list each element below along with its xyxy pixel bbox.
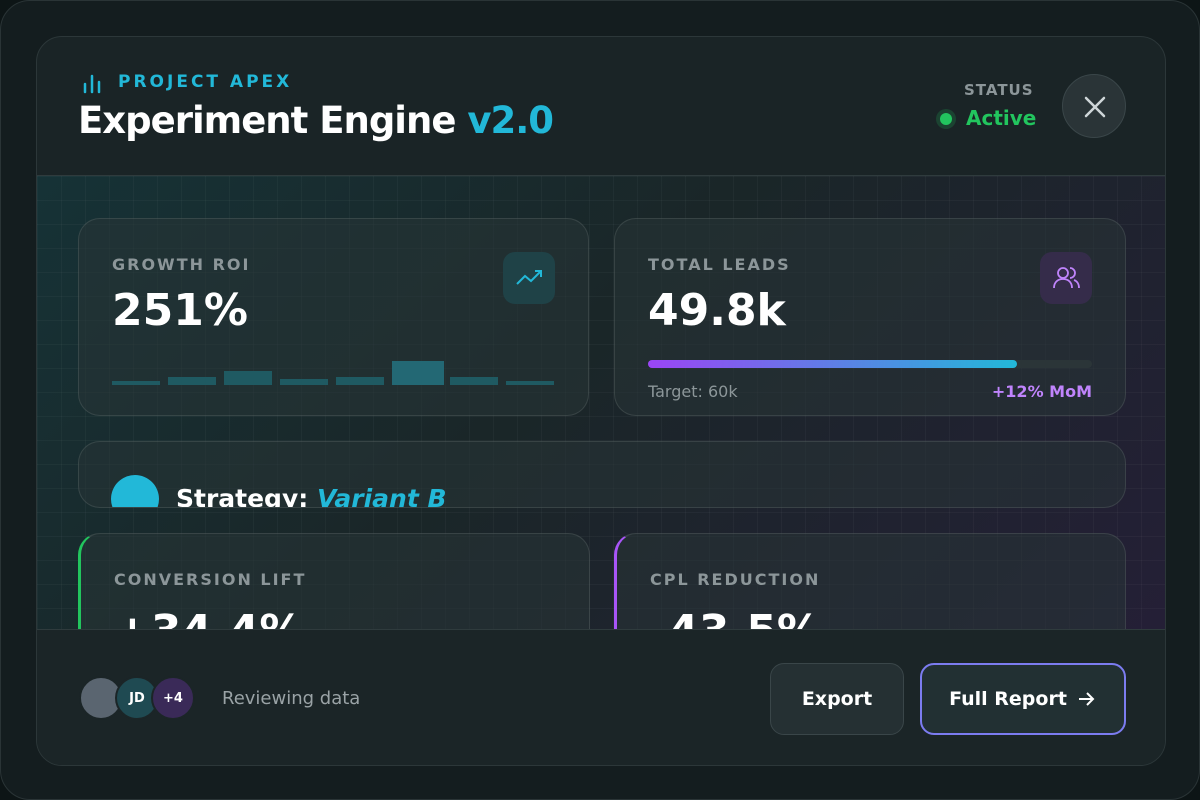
metric-label: TOTAL LEADS: [648, 255, 791, 274]
progress-fill: [648, 360, 1017, 368]
close-icon: [1084, 96, 1106, 118]
result-value: +34.4%: [114, 606, 304, 629]
title-text: Experiment Engine: [78, 99, 456, 142]
content: GROWTH ROI 251% TOTAL LEADS 49.8k Target…: [37, 175, 1165, 629]
export-button[interactable]: Export: [770, 663, 904, 735]
roi-card: GROWTH ROI 251%: [78, 218, 589, 416]
avatar: +4: [151, 676, 195, 720]
cpl-card: CPL REDUCTION -43.5%: [614, 533, 1126, 629]
target: Target: 60k: [648, 382, 738, 401]
metric-value: 251%: [112, 285, 248, 336]
sparkline: [112, 361, 554, 385]
button-text: Full Report: [949, 688, 1067, 710]
footer-status: Reviewing data: [222, 688, 361, 709]
strategy-card: Strategy: Variant B: [78, 441, 1126, 508]
full-report-button[interactable]: Full Report: [920, 663, 1126, 735]
strategy: Strategy: Variant B: [176, 484, 447, 508]
title: Experiment Engine v2.0: [78, 99, 554, 142]
footer: JD +4 Reviewing data Export Full Report: [37, 629, 1165, 765]
change: +12% MoM: [991, 382, 1092, 401]
strategy-label: Strategy:: [176, 484, 309, 508]
trend-icon: [503, 252, 555, 304]
result-label: CPL REDUCTION: [650, 570, 821, 589]
result-label: CONVERSION LIFT: [114, 570, 307, 589]
leads-card: TOTAL LEADS 49.8k Target: 60k +12% MoM: [614, 218, 1126, 416]
metric-label: GROWTH ROI: [112, 255, 251, 274]
status: Active: [966, 106, 1037, 130]
result-value: -43.5%: [650, 606, 821, 629]
status-dot: [940, 113, 952, 125]
arrow-icon: [1078, 692, 1095, 706]
trophy-icon: [111, 475, 159, 507]
chart-icon: [83, 74, 101, 94]
progress-track: [648, 360, 1092, 368]
version: v2.0: [467, 99, 554, 142]
strategy-variant: Variant B: [316, 484, 447, 508]
status-label: STATUS: [964, 81, 1034, 99]
modal: PROJECT APEX Experiment Engine v2.0 STAT…: [36, 36, 1166, 766]
conversion-card: CONVERSION LIFT +34.4%: [78, 533, 590, 629]
close-button[interactable]: [1062, 74, 1126, 138]
eyebrow: PROJECT APEX: [118, 72, 293, 92]
users-icon: [1040, 252, 1092, 304]
metric-value: 49.8k: [648, 285, 786, 336]
